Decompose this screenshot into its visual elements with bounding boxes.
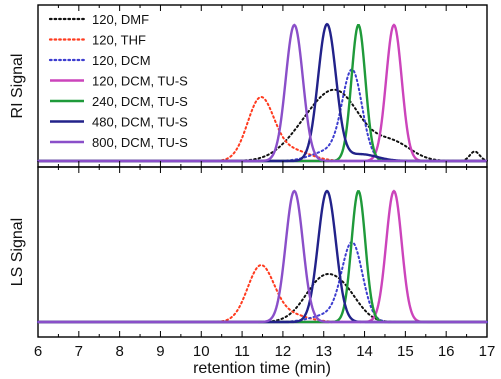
x-tick-label: 9 [156, 343, 164, 360]
x-tick-label: 13 [315, 343, 332, 360]
ls-series-1 [37, 272, 488, 323]
ls-series-2 [37, 264, 488, 323]
ls-series-5 [38, 190, 487, 324]
axis-ticks [37, 5, 488, 337]
legend-label: 800, DCM, TU-S [92, 135, 188, 150]
x-tick-labels: 6 7 8 9 10 11 12 13 14 15 16 17 [34, 343, 496, 360]
ls-series-3 [37, 241, 488, 323]
x-tick-label: 7 [75, 343, 83, 360]
x-tick-label: 10 [193, 343, 210, 360]
legend-label: 120, THF [92, 33, 146, 48]
x-tick-label: 17 [479, 343, 496, 360]
x-tick-label: 16 [438, 343, 455, 360]
ls-series-4 [38, 189, 487, 324]
legend: 120, DMF 120, THF 120, DCM 120, DCM, TU-S 24… [48, 12, 188, 150]
x-tick-label: 6 [34, 343, 42, 360]
ls-series-6 [38, 189, 487, 324]
ls-y-axis-title: LS Signal [9, 218, 26, 287]
ls-curves [37, 189, 488, 324]
legend-label: 480, DCM, TU-S [92, 115, 188, 130]
legend-label: 240, DCM, TU-S [92, 94, 188, 109]
x-tick-label: 15 [397, 343, 414, 360]
x-tick-label: 12 [275, 343, 292, 360]
legend-label: 120, DCM, TU-S [92, 74, 188, 89]
ls-panel-frame [37, 166, 488, 338]
legend-label: 120, DCM [92, 53, 151, 68]
ri-y-axis-title: RI Signal [9, 54, 26, 119]
x-tick-label: 14 [356, 343, 373, 360]
legend-label: 120, DMF [92, 12, 149, 27]
x-axis-title: retention time (min) [193, 360, 331, 377]
ri-curves [37, 22, 488, 163]
ri-series-7 [38, 23, 487, 163]
ls-series-7 [38, 189, 487, 324]
x-tick-label: 8 [115, 343, 123, 360]
x-tick-label: 11 [234, 343, 250, 360]
